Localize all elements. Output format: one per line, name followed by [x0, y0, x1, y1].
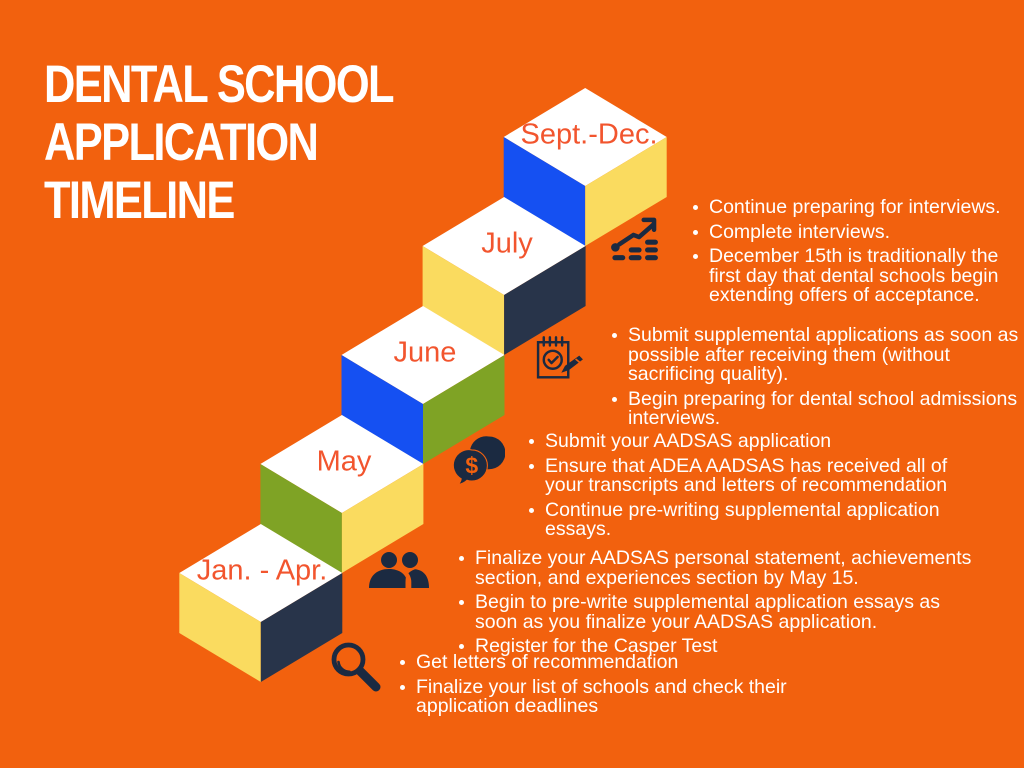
svg-text:$: $	[465, 453, 478, 479]
